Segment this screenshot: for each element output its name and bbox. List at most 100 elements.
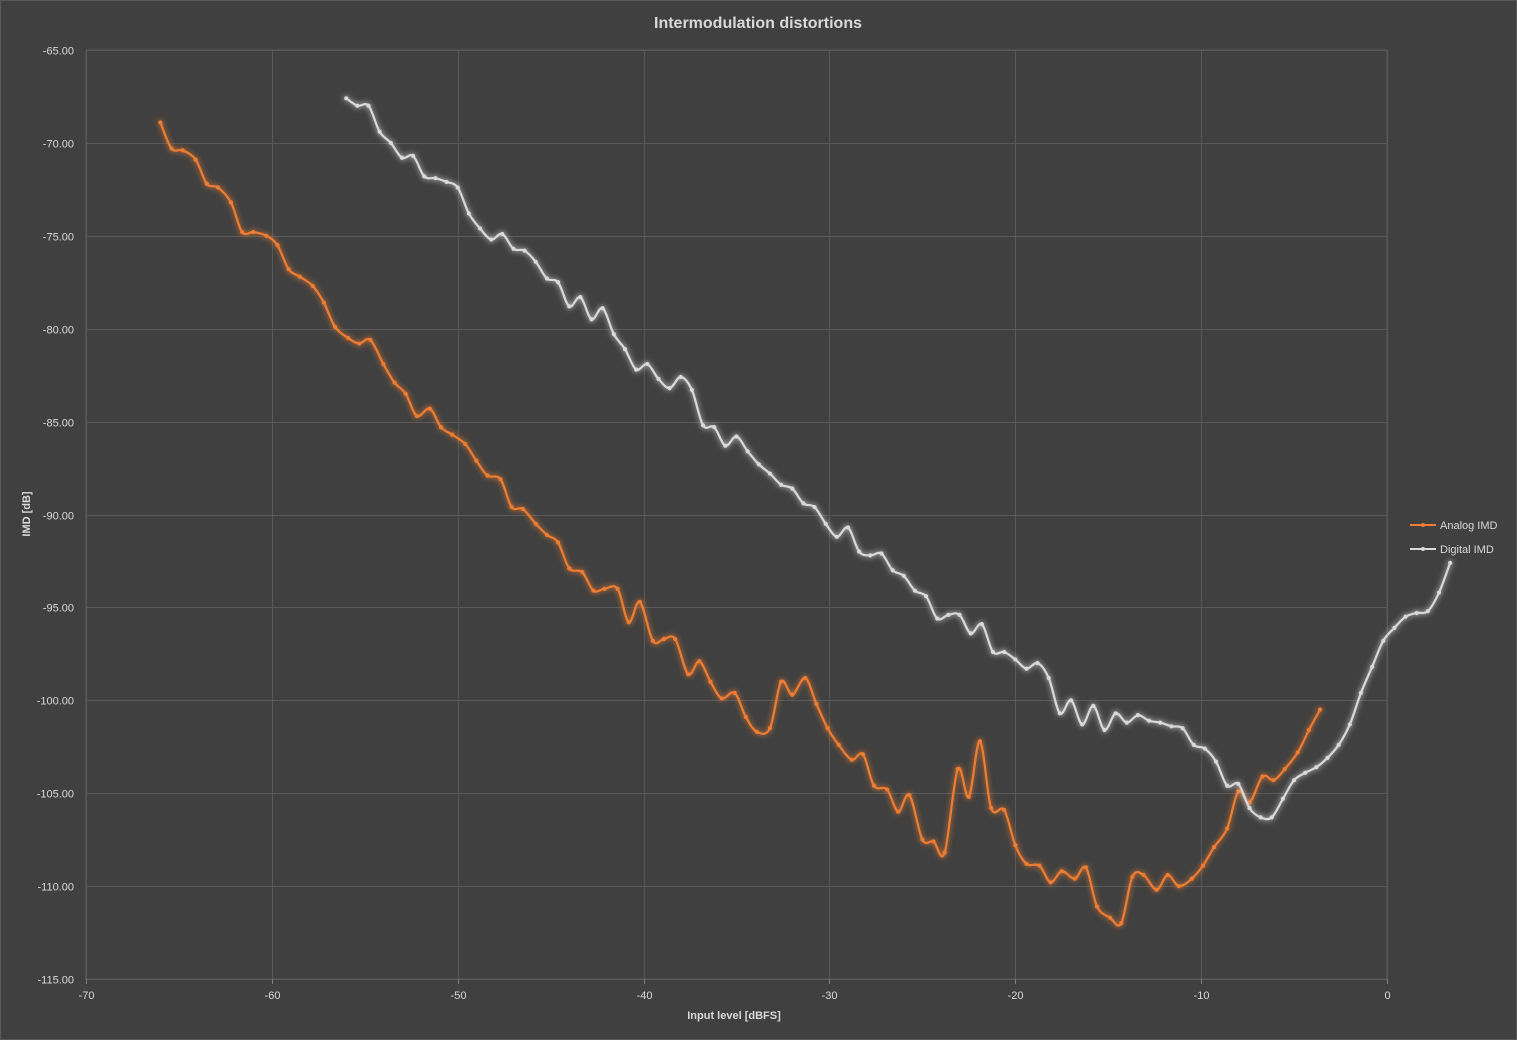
data-point-analog — [1176, 884, 1181, 889]
data-point-digital — [433, 176, 438, 181]
data-point-digital — [968, 631, 973, 636]
axes: -65.00 -70.00 -75.00 -80.00 -85.00 -90.00 -95.… — [37, 46, 1391, 1003]
data-point-digital — [734, 434, 739, 439]
series-line-digital — [345, 97, 1452, 821]
data-point-analog — [427, 406, 432, 411]
data-point-digital — [555, 280, 561, 285]
legend-marker-digital — [1421, 547, 1425, 551]
data-point-analog — [403, 391, 408, 396]
chart-title: Intermodulation distortions — [654, 15, 862, 32]
legend-label-digital: Digital IMD — [1440, 544, 1494, 556]
data-point-analog — [860, 752, 865, 757]
data-point-analog — [1141, 872, 1146, 878]
data-point-digital — [1303, 770, 1308, 775]
data-point-digital — [1113, 711, 1118, 716]
data-point-analog — [1013, 843, 1018, 848]
data-point-digital — [1180, 726, 1185, 731]
series-digital — [344, 96, 1453, 821]
data-point-analog — [474, 458, 479, 463]
data-point-digital — [935, 616, 940, 621]
data-point-analog — [228, 200, 234, 205]
data-point-digital — [689, 387, 694, 393]
data-point-analog — [204, 181, 209, 186]
data-point-analog — [1189, 876, 1194, 881]
data-point-analog — [1024, 861, 1029, 866]
data-point-digital — [1080, 722, 1085, 727]
data-point-analog — [1225, 826, 1230, 831]
data-point-analog — [767, 726, 773, 731]
data-point-digital — [1035, 661, 1040, 666]
y-tick-label: -85.00 — [43, 418, 74, 430]
data-point-analog — [602, 586, 607, 591]
data-point-analog — [555, 540, 561, 545]
data-point-analog — [920, 837, 925, 842]
data-point-analog — [732, 690, 737, 695]
data-point-analog — [849, 757, 854, 762]
data-point-digital — [1258, 815, 1263, 820]
data-point-digital — [656, 376, 661, 381]
data-point-analog — [392, 380, 397, 385]
data-point-analog — [637, 599, 642, 604]
x-axis-label: Input level [dBFS] — [687, 1010, 781, 1022]
series-line-analog — [159, 122, 1322, 927]
data-point-digital — [1325, 755, 1330, 761]
data-point-digital — [533, 259, 538, 264]
data-point-analog — [825, 726, 830, 731]
data-point-digital — [1247, 805, 1252, 811]
data-point-analog — [520, 506, 525, 512]
data-point-digital — [388, 140, 393, 145]
data-point-digital — [823, 521, 828, 526]
data-point-digital — [1403, 614, 1408, 619]
legend-label-analog: Analog IMD — [1440, 520, 1498, 532]
data-point-digital — [990, 649, 996, 655]
data-point-analog — [1317, 707, 1323, 712]
data-point-digital — [767, 471, 773, 476]
data-point-analog — [498, 477, 503, 482]
data-point-digital — [700, 423, 706, 428]
data-point-digital — [489, 237, 494, 242]
data-point-analog — [1059, 869, 1064, 874]
data-point-analog — [814, 701, 819, 707]
data-point-digital — [801, 501, 806, 506]
data-point-digital — [923, 594, 929, 599]
series-layer — [158, 96, 1453, 927]
data-point-digital — [611, 332, 616, 337]
data-point-analog — [1154, 887, 1159, 892]
data-point-digital — [957, 612, 962, 617]
data-point-analog — [567, 566, 572, 571]
data-point-digital — [1057, 711, 1062, 716]
plot-area — [85, 49, 1388, 980]
data-point-analog — [533, 521, 538, 526]
x-tick-label: -30 — [822, 990, 838, 1002]
data-point-digital — [634, 367, 639, 372]
data-point-digital — [500, 231, 505, 237]
data-point-digital — [567, 304, 572, 309]
y-tick-label: -80.00 — [43, 325, 74, 337]
data-point-analog — [158, 120, 163, 125]
data-point-digital — [477, 226, 483, 231]
data-point-digital — [600, 306, 605, 311]
data-point-analog — [871, 783, 877, 788]
data-point-analog — [966, 794, 971, 800]
data-point-digital — [589, 317, 594, 322]
data-point-digital — [979, 622, 984, 627]
data-point-digital — [1046, 675, 1051, 681]
y-tick-label: -65.00 — [43, 46, 74, 58]
data-point-digital — [511, 246, 516, 251]
data-point-analog — [615, 586, 620, 591]
legend-marker-analog — [1421, 523, 1425, 527]
data-point-analog — [332, 324, 338, 329]
data-point-digital — [411, 153, 416, 159]
data-point-digital — [1280, 796, 1286, 801]
data-point-digital — [1392, 625, 1397, 630]
data-point-analog — [708, 679, 713, 684]
data-point-analog — [463, 441, 468, 446]
y-tick-label: -75.00 — [43, 232, 74, 244]
data-point-analog — [264, 233, 269, 238]
data-point-digital — [1202, 746, 1207, 751]
data-point-analog — [1306, 727, 1312, 733]
data-point-analog — [1260, 774, 1265, 779]
data-point-digital — [1347, 722, 1352, 727]
data-point-analog — [193, 157, 198, 162]
